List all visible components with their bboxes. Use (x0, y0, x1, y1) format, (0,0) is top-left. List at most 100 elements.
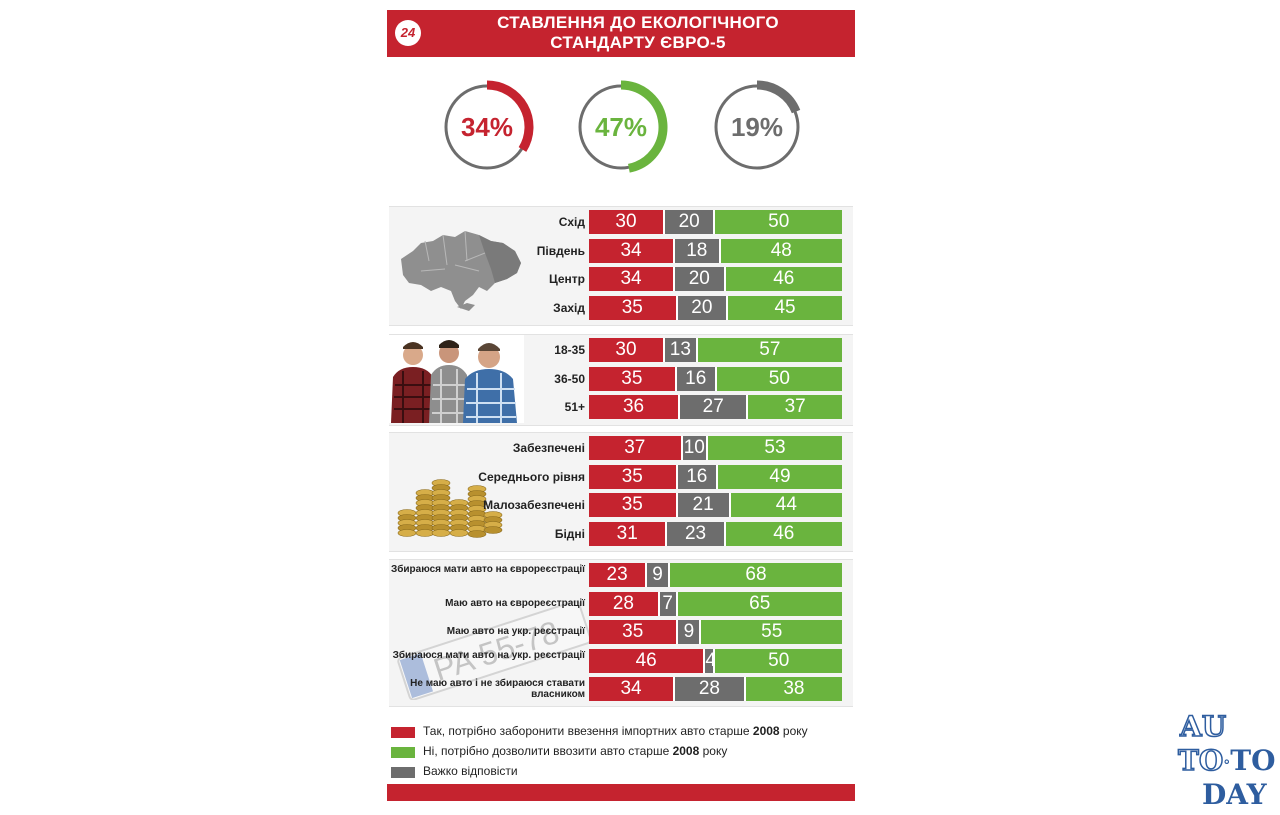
bar-row-age: 18-35 30 13 57 (389, 338, 853, 362)
legend-swatch-no (391, 747, 415, 758)
bar-segment-no: 38 (745, 677, 842, 701)
title-line-1: СТАВЛЕННЯ ДО ЕКОЛОГІЧНОГО (497, 13, 779, 32)
bar-row-label: 36-50 (554, 371, 585, 386)
bar-segment-hard: 10 (682, 436, 708, 460)
bar-row-car: Збираюся мати авто на укр. реєстрації 46 4… (389, 648, 853, 673)
bar-segment-yes: 37 (589, 436, 683, 460)
bar-segment-yes: 36 (589, 395, 681, 419)
watermark-line-1: AU (1179, 710, 1227, 743)
bar-row-age: 51+ 36 27 37 (389, 395, 853, 419)
bar-row-label: Забезпечені (512, 441, 585, 455)
coin-shape (467, 530, 487, 538)
bar-row-label: Центр (548, 272, 585, 286)
legend-item-no: Ні, потрібно дозволити ввозити авто стар… (391, 742, 851, 762)
bar-row-region: Південь 34 18 48 (389, 238, 853, 263)
bar-segment-no: 49 (718, 464, 842, 489)
bar-row-label: Схід (558, 215, 585, 229)
ring-percent-label: 34% (461, 112, 513, 142)
bar-row-region: Схід 30 20 50 (389, 210, 853, 234)
watermark-line-3: DAY (1202, 778, 1267, 811)
bar-segment-no: 50 (715, 210, 842, 234)
bar-row-label: Південь (536, 243, 585, 258)
bar-segment-yes: 34 (589, 267, 676, 291)
bar-segment-hard: 20 (664, 210, 716, 234)
bar-row-label: Захід (553, 300, 585, 315)
license-plate-icon: PA 55-78 (397, 600, 589, 700)
legend-item-hard: Важко відповісти (391, 762, 851, 782)
coin-shape (483, 526, 503, 534)
bar-row-age: 36-50 35 16 50 (389, 366, 853, 391)
bar-segment-hard: 16 (677, 464, 719, 489)
bar-segment-yes: 35 (589, 493, 678, 517)
bar-row-car: Збираюся мати авто на єврореєстрації 23 9 6… (389, 563, 853, 587)
legend: Так, потрібно заборонити ввезення імпорт… (391, 722, 851, 782)
bar-segment-hard: 9 (678, 620, 702, 644)
bar-row-region: Захід 35 20 45 (389, 295, 853, 320)
legend-swatch-hard (391, 767, 415, 778)
three-men-photo-icon (389, 335, 524, 423)
bar-row-label: Збираюся мати авто на єврореєстрації (390, 564, 585, 575)
bar-row-label: Збираюся мати авто на укр. реєстрації (392, 649, 585, 661)
bar-segment-no: 46 (725, 267, 842, 291)
ukraine-map-icon (401, 230, 521, 311)
bar-segment-hard: 23 (667, 521, 726, 546)
stacked-bar: 34 20 46 (589, 267, 842, 291)
header-bar: 24 СТАВЛЕННЯ ДО ЕКОЛОГІЧНОГО СТАНДАРТУ Є… (387, 10, 855, 57)
coin-stacks-icon (397, 479, 503, 538)
bar-segment-hard: 28 (675, 677, 746, 701)
bar-segment-yes: 28 (589, 591, 660, 616)
legend-text-yes: Так, потрібно заборонити ввезення імпорт… (423, 724, 808, 738)
bar-segment-hard: 9 (647, 563, 670, 587)
stacked-bar: 34 28 38 (589, 677, 842, 701)
bar-row-car: Не маю авто і не збираюся ставати власни… (389, 677, 853, 701)
bar-segment-no: 50 (716, 366, 842, 391)
bar-segment-hard: 20 (675, 267, 726, 291)
legend-item-yes: Так, потрібно заборонити ввезення імпорт… (391, 722, 851, 742)
stacked-bar: 46 4 50 (589, 648, 842, 673)
bar-row-label: 18-35 (554, 343, 585, 357)
bar-row-label: Маю авто на укр. реєстрації (446, 626, 585, 637)
bar-segment-no: 53 (707, 436, 842, 460)
overall-rings: 34% 47% 19% (444, 80, 801, 173)
bar-segment-yes: 35 (589, 366, 677, 391)
infographic: 24 СТАВЛЕННЯ ДО ЕКОЛОГІЧНОГО СТАНДАРТУ Є… (387, 10, 855, 802)
bar-row-label: Не маю авто і не збираюся ставати власни… (410, 678, 585, 700)
bar-segment-hard: 21 (677, 493, 731, 517)
legend-text-hard: Важко відповісти (423, 764, 518, 778)
bar-row-car: Маю авто на єврореєстрації 28 7 65 (389, 591, 853, 616)
bar-segment-no: 65 (677, 591, 842, 616)
ring-percent-label: 19% (731, 112, 783, 142)
title-line-2: СТАНДАРТУ ЄВРО-5 (550, 33, 726, 52)
bar-segment-yes: 35 (589, 295, 678, 320)
bar-row-income: Малозабезпечені 35 21 44 (389, 493, 853, 517)
legend-swatch-yes (391, 727, 415, 738)
bar-segment-yes: 34 (589, 238, 676, 263)
footer-bar (387, 784, 855, 801)
stacked-bar: 35 21 44 (589, 493, 842, 517)
stacked-bar: 35 9 55 (589, 620, 842, 644)
stacked-bar: 35 16 49 (589, 464, 842, 489)
bar-segment-no: 50 (715, 648, 842, 673)
bar-row-label: Малозабезпечені (483, 498, 585, 512)
bar-row-income: Бідні 31 23 46 (389, 521, 853, 546)
bar-segment-yes: 46 (589, 648, 706, 673)
bar-row-car: Маю авто на укр. реєстрації 35 9 55 (389, 620, 853, 644)
bar-row-income: Забезпечені 37 10 53 (389, 436, 853, 460)
stacked-bar: 34 18 48 (589, 238, 842, 263)
bar-row-label: Бідні (554, 526, 585, 541)
bar-segment-no: 57 (697, 338, 842, 362)
infographic-title: СТАВЛЕННЯ ДО ЕКОЛОГІЧНОГО СТАНДАРТУ ЄВРО… (433, 13, 843, 53)
ring-percent-label: 47% (595, 112, 647, 142)
legend-text-no: Ні, потрібно дозволити ввозити авто стар… (423, 744, 728, 758)
bar-segment-yes: 30 (589, 210, 665, 234)
bar-segment-yes: 35 (589, 464, 678, 489)
stacked-bar: 23 9 68 (589, 563, 842, 587)
bar-segment-yes: 23 (589, 563, 648, 587)
bar-segment-hard: 4 (705, 648, 716, 673)
stacked-bar: 35 16 50 (589, 366, 842, 391)
bar-segment-yes: 30 (589, 338, 665, 362)
bar-segment-no: 48 (720, 238, 842, 263)
channel-logo: 24 (395, 20, 421, 46)
bar-segment-hard: 13 (664, 338, 698, 362)
stacked-bar: 35 20 45 (589, 295, 842, 320)
